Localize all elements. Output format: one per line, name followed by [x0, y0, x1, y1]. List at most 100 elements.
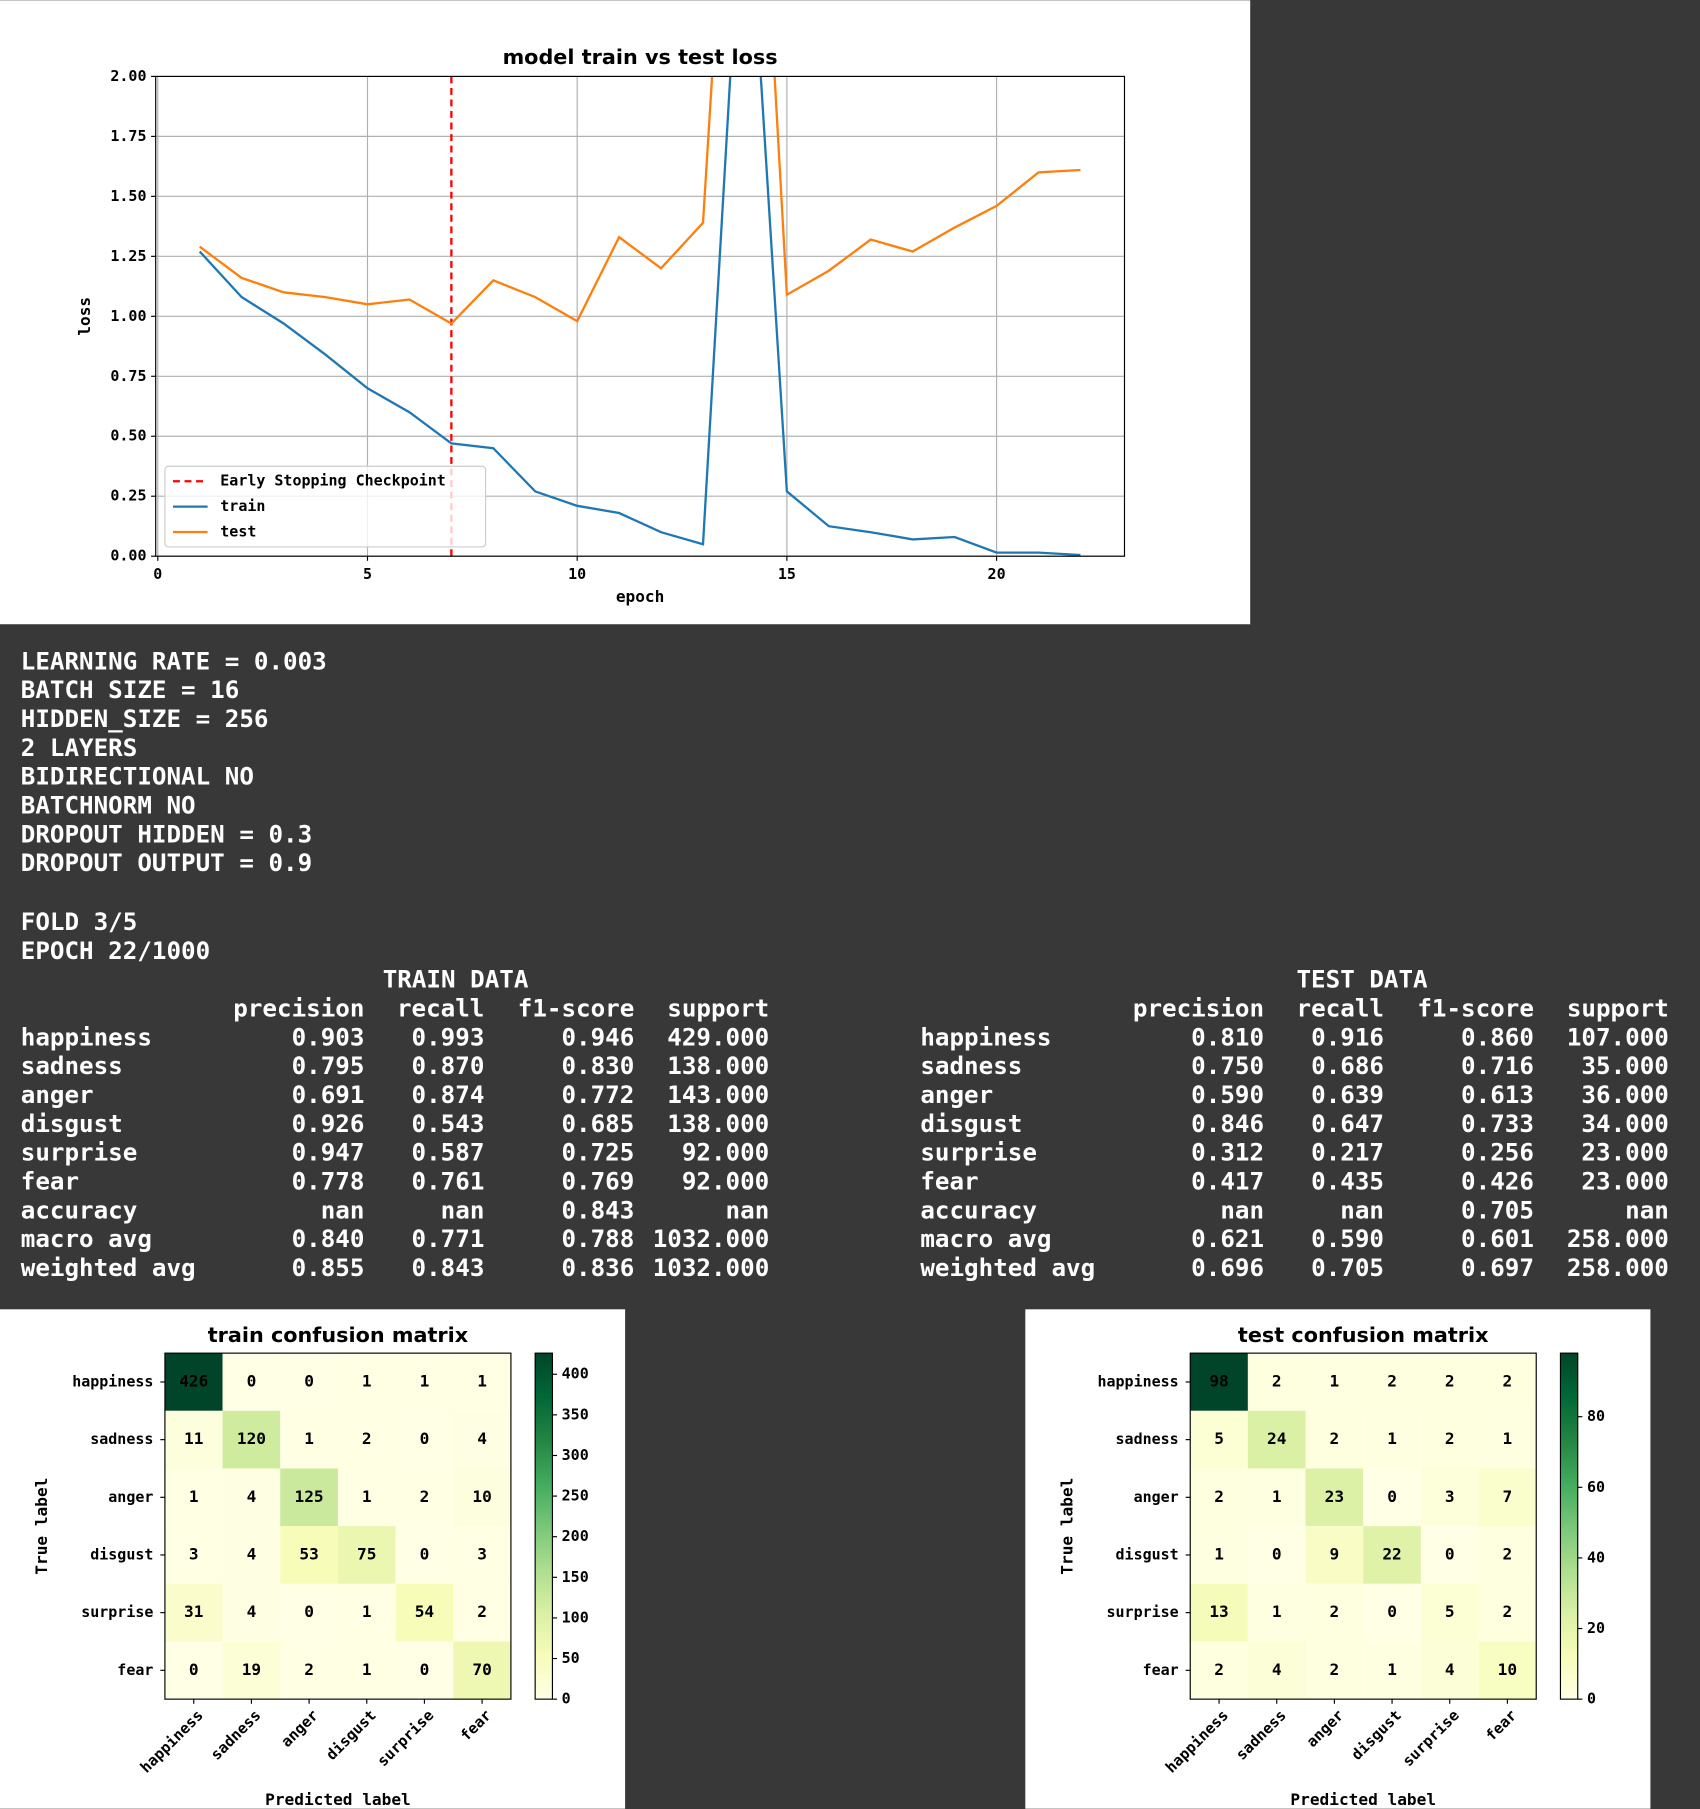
y-tick-label: anger	[108, 1488, 153, 1506]
report-cell: 1032.000	[653, 1225, 770, 1253]
cm-cell	[1363, 1410, 1421, 1469]
cm-cell	[1190, 1353, 1248, 1411]
report-cell: 0.874	[412, 1081, 485, 1109]
cm-cell	[453, 1353, 511, 1411]
report-cell: 0.590	[1191, 1081, 1264, 1109]
cm-cell-label: 4	[477, 1429, 487, 1448]
report-row-label: sadness	[920, 1052, 1022, 1080]
cm-cell	[222, 1583, 281, 1642]
report-cell: 0.590	[1311, 1225, 1384, 1253]
loss-line	[198, 76, 1081, 557]
y-tick-label: disgust	[90, 1545, 153, 1563]
y-tick-label: 2.00	[110, 67, 146, 85]
cm-cell-label: 1	[477, 1371, 487, 1390]
cm-cell-label: 2	[420, 1487, 430, 1506]
y-tick-label: 0.75	[110, 367, 146, 385]
report-cell: 0.840	[292, 1225, 365, 1253]
cm-cell	[1420, 1410, 1479, 1469]
colorbar	[1559, 1352, 1579, 1700]
colorbar-tick-label: 80	[1587, 1407, 1605, 1425]
plot-frame	[155, 75, 1126, 557]
report-header: precision	[233, 994, 364, 1022]
cm-cell	[1247, 1468, 1306, 1527]
report-cell: 0.217	[1311, 1139, 1384, 1167]
colorbar-tick-label: 20	[1587, 1619, 1605, 1637]
cm-cell-label: 4	[247, 1602, 257, 1621]
report-cell: 0.946	[561, 1023, 634, 1051]
cm-cell	[164, 1583, 223, 1642]
cm-cell	[1190, 1641, 1248, 1700]
cm-cell-label: 2	[1387, 1371, 1397, 1390]
cm-cell	[164, 1526, 223, 1584]
cm-cell-label: 53	[299, 1544, 318, 1563]
x-tick-label: 0	[153, 565, 162, 583]
cm-cell	[1420, 1641, 1479, 1700]
y-tick-label: happiness	[1097, 1372, 1178, 1390]
cm-cell	[1478, 1641, 1537, 1700]
report-cell: 0.686	[1311, 1052, 1384, 1080]
cm-cell	[222, 1353, 281, 1411]
cm-cell-label: 0	[420, 1544, 430, 1563]
y-axis-label: loss	[75, 297, 94, 336]
cm-cell	[337, 1468, 396, 1527]
cm-cell-label: 2	[1330, 1660, 1340, 1679]
param-line: BATCH SIZE = 16	[21, 676, 240, 704]
cm-cell-label: 23	[1325, 1487, 1344, 1506]
cm-cell	[164, 1353, 223, 1411]
colorbar-tick-label: 100	[562, 1608, 589, 1626]
cm-cell	[453, 1410, 511, 1469]
colorbar-tick-label: 300	[562, 1446, 589, 1464]
cm-cell	[1247, 1410, 1306, 1469]
cm-cell-label: 1	[1330, 1371, 1340, 1390]
report-cell: 0.993	[412, 1023, 485, 1051]
report-title: TEST DATA	[1296, 966, 1428, 994]
report-row-label: surprise	[21, 1139, 138, 1167]
cm-cell-label: 2	[1214, 1660, 1224, 1679]
report-header: recall	[397, 994, 484, 1022]
cm-cell	[453, 1641, 511, 1700]
cm-cell	[337, 1641, 396, 1700]
cm-cell	[1363, 1526, 1421, 1584]
x-tick-label: 20	[988, 565, 1006, 583]
report-header: f1-score	[518, 994, 635, 1022]
cm-cell-label: 0	[420, 1429, 430, 1448]
cm-cell-label: 2	[1503, 1602, 1513, 1621]
x-axis-label: epoch	[616, 587, 665, 606]
cm-cell-label: 2	[1272, 1371, 1282, 1390]
cm-cell-label: 11	[184, 1429, 203, 1448]
report-cell: 36.000	[1581, 1081, 1668, 1109]
cm-cell-label: 2	[1330, 1602, 1340, 1621]
x-tick-label: 10	[568, 565, 586, 583]
cm-cell	[164, 1410, 223, 1469]
report-cell: 0.772	[561, 1081, 634, 1109]
report-cell: 0.312	[1191, 1139, 1264, 1167]
cm-cell-label: 2	[1330, 1429, 1340, 1448]
report-row-label: disgust	[21, 1110, 123, 1138]
cm-cell-label: 5	[1445, 1602, 1455, 1621]
y-tick-label: surprise	[1107, 1603, 1179, 1621]
cm-cell	[1420, 1468, 1479, 1527]
y-tick-label: fear	[1143, 1661, 1179, 1679]
report-cell: 143.000	[667, 1081, 769, 1109]
x-tick-label: 15	[778, 565, 796, 583]
report-row-label: fear	[920, 1167, 978, 1195]
report-cell: 0.870	[412, 1052, 485, 1080]
cm-cell-label: 22	[1382, 1544, 1401, 1563]
colorbar-tick-label: 0	[1587, 1690, 1596, 1708]
y-tick-label: 1.50	[110, 187, 146, 205]
cm-cell-label: 4	[247, 1544, 257, 1563]
report-cell: 0.843	[561, 1196, 634, 1224]
report-header: recall	[1297, 994, 1384, 1022]
report-cell: nan	[321, 1196, 365, 1224]
report-cell: 0.778	[292, 1167, 365, 1195]
cm-cell-label: 1	[1272, 1487, 1282, 1506]
report-cell: nan	[1625, 1196, 1669, 1224]
cm-cell	[453, 1583, 511, 1642]
report-cell: nan	[1340, 1196, 1384, 1224]
y-tick-label: 1.75	[110, 127, 146, 145]
cm-cell-label: 98	[1209, 1371, 1228, 1390]
report-cell: 0.256	[1461, 1139, 1534, 1167]
report-cell: 0.601	[1461, 1225, 1534, 1253]
cm-cell-label: 1	[1214, 1544, 1224, 1563]
param-line: DROPOUT OUTPUT = 0.9	[21, 849, 312, 877]
